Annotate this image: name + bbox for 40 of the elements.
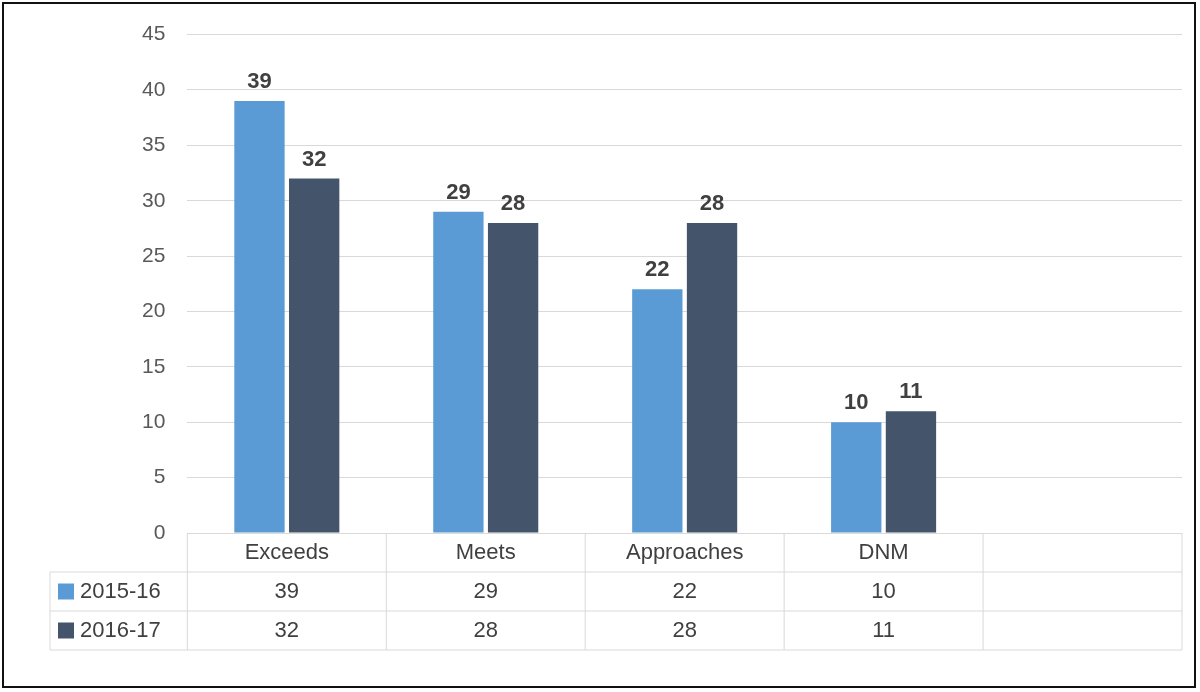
bar: [885, 411, 937, 533]
x-tick-label: Approaches: [625, 538, 744, 564]
text: 22: [672, 577, 697, 603]
text: 32: [274, 616, 300, 642]
text: 39: [274, 577, 300, 603]
bar: [632, 289, 683, 533]
legend-label: 2015-16: [80, 577, 161, 603]
data-label: 10: [844, 389, 869, 415]
x-tick-label: Exceeds: [244, 538, 330, 564]
y-tick-label: 10: [142, 409, 166, 433]
text: 11: [872, 616, 896, 642]
y-tick-label: 35: [142, 132, 166, 156]
y-tick-label: 30: [142, 187, 166, 211]
data-label: 11: [899, 378, 923, 404]
data-label: 39: [247, 68, 272, 94]
text: 28: [672, 616, 697, 642]
x-tick-label: DNM: [858, 538, 909, 564]
text: 10: [871, 577, 896, 603]
data-label: 28: [500, 189, 526, 215]
bar: [831, 422, 882, 533]
bar: [487, 222, 539, 533]
x-tick-label: Meets: [455, 538, 516, 564]
bar: [289, 178, 340, 533]
y-tick-label: 45: [142, 21, 166, 45]
data-label: 32: [301, 145, 327, 171]
text: 28: [473, 616, 498, 642]
text: 29: [473, 577, 498, 603]
bar: [686, 222, 738, 533]
y-tick-label: 20: [142, 298, 166, 322]
y-tick-label: 25: [142, 242, 166, 266]
data-label: 22: [645, 256, 670, 282]
y-tick-label: 5: [153, 464, 166, 488]
data-label: 29: [446, 178, 471, 204]
bar: [433, 211, 484, 533]
y-tick-label: 40: [142, 76, 166, 100]
y-tick-label: 0: [153, 519, 166, 543]
legend-label: 2016-17: [80, 616, 161, 642]
data-label: 28: [699, 189, 725, 215]
y-tick-label: 15: [142, 353, 166, 377]
bar: [234, 101, 285, 533]
